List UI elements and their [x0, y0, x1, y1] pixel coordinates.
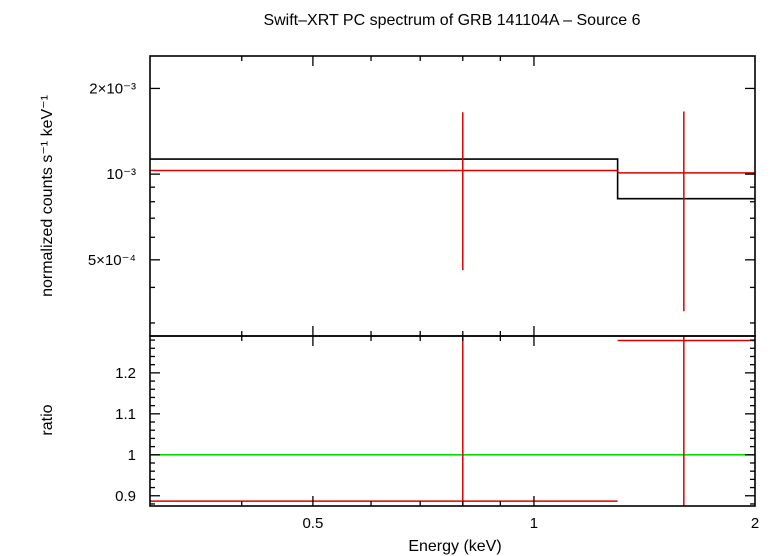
x-axis-label: Energy (keV)	[408, 538, 501, 555]
top-y-axis-label: normalized counts s⁻¹ keV⁻¹	[39, 95, 56, 297]
plot-marks	[150, 111, 755, 506]
top-panel-frame	[149, 55, 756, 337]
bottom-panel-frame	[149, 335, 756, 507]
bottom-y-axis-label: ratio	[39, 404, 56, 435]
bottom-y-tick-label-3: 1.1	[115, 406, 136, 423]
top-y-tick-label-1: 5×10⁻⁴	[88, 252, 136, 269]
bottom-y-tick-label-2: 1	[128, 447, 136, 464]
x-tick-label-1: 1	[530, 515, 538, 532]
top-y-tick-label-3: 2×10⁻³	[89, 80, 136, 97]
plot-frames	[149, 55, 756, 507]
bottom-y-tick-label-1: 0.9	[115, 488, 136, 505]
x-tick-label-2: 2	[751, 515, 759, 532]
bottom-y-tick-label-4: 1.2	[115, 365, 136, 382]
axis-ticks	[150, 56, 755, 506]
chart-title: Swift–XRT PC spectrum of GRB 141104A – S…	[263, 12, 640, 29]
top-y-tick-label-2: 10⁻³	[106, 166, 136, 183]
x-tick-label-0_5: 0.5	[302, 515, 323, 532]
tick-labels: 0.5 1 2 5×10⁻⁴ 10⁻³ 2×10⁻³ 0.9 1 1.1 1.2	[88, 80, 759, 532]
model-curve	[150, 158, 755, 200]
